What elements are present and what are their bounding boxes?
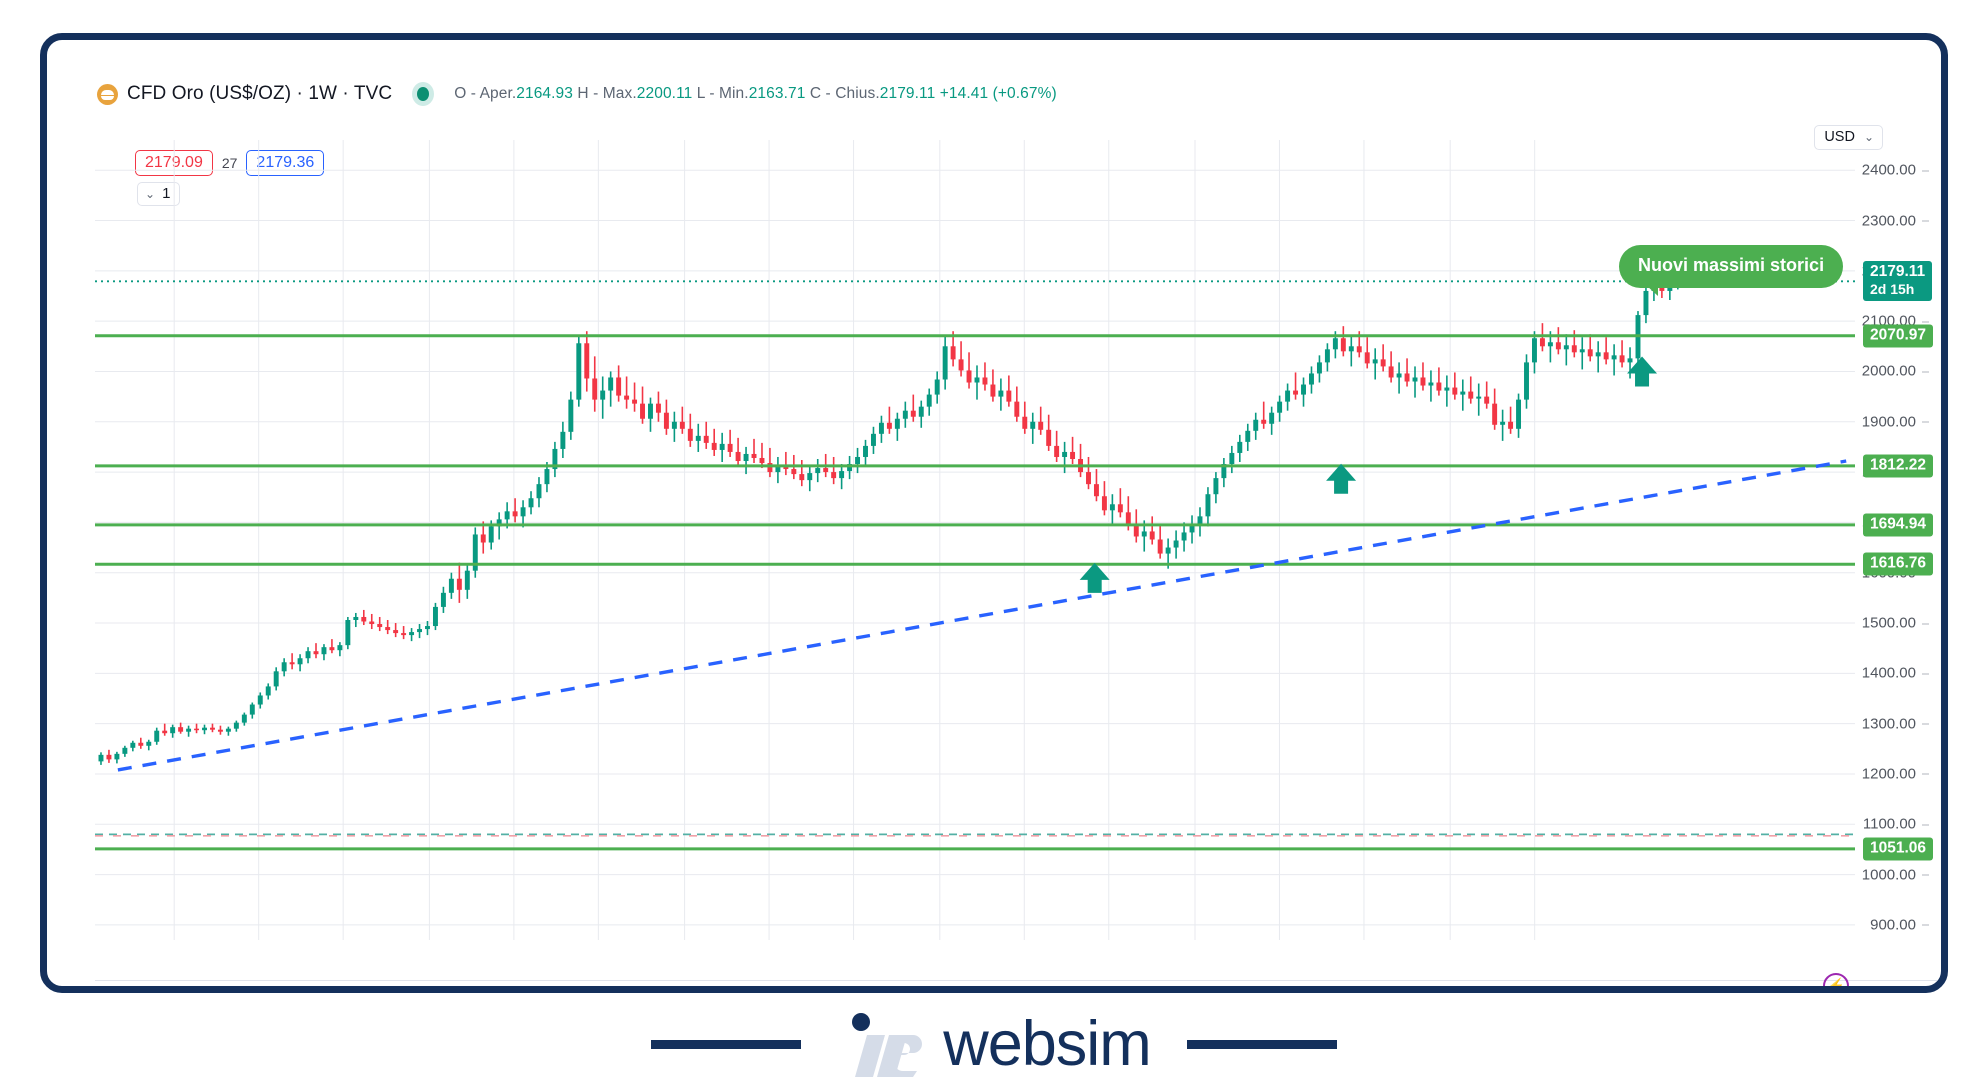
time-tick: 2024 — [1434, 992, 1467, 993]
tick-dash — [1922, 371, 1929, 373]
price-tick: 1100.00 — [1863, 816, 1929, 833]
price-tick: 2300.00 — [1862, 212, 1929, 229]
price-tag-label: 2070.97 — [1870, 326, 1927, 344]
gold-coin-icon — [97, 83, 118, 105]
collapsed-studies-count: 1 — [162, 185, 171, 202]
websim-branding: websim — [0, 1000, 1988, 1089]
time-tick: 2021 — [668, 992, 701, 993]
price-tag-label: 1616.76 — [1870, 554, 1927, 572]
chevron-down-icon: ⌄ — [1863, 130, 1874, 144]
time-tick: Mag — [1010, 992, 1039, 993]
tick-dash — [1922, 723, 1929, 725]
axis-separator — [95, 980, 1941, 981]
collapsed-studies-toggle[interactable]: ⌄ 1 — [137, 182, 181, 206]
tick-dash — [1922, 773, 1929, 775]
price-tick: 2400.00 — [1862, 162, 1929, 179]
open-value: 2164.93 — [516, 85, 573, 102]
candlestick-chart — [95, 140, 1855, 940]
quote-badges: 2179.09 27 2179.36 — [135, 150, 325, 176]
brand-rule-right — [1186, 1040, 1337, 1049]
price-tick: 1200.00 — [1862, 765, 1929, 782]
time-tick: 2023 — [1178, 992, 1211, 993]
websim-wordmark: websim — [943, 1009, 1152, 1079]
low-label: L - Min. — [696, 85, 749, 102]
price-tag-label: 2179.11 — [1870, 263, 1926, 281]
time-tick: Mag — [1265, 992, 1294, 993]
time-tick: 2019 — [158, 992, 191, 993]
price-tick: 1900.00 — [1862, 413, 1929, 430]
price-tag-2070.97[interactable]: 2070.97 — [1863, 324, 1934, 348]
time-axis[interactable]: 2019 Mag Set 2020 Mag Set 2021 Mag Set 2022 Mag Set… — [95, 992, 1855, 993]
time-tick: 2020 — [413, 992, 446, 993]
price-axis[interactable]: 2400.002300.002200.002100.002000.001900.… — [1857, 140, 1941, 960]
price-tag-1694.94[interactable]: 1694.94 — [1863, 513, 1934, 537]
price-tag-label: 1051.06 — [1870, 839, 1927, 857]
open-label: O - Aper. — [454, 85, 517, 102]
chart-card-frame: CFD Oro (US$/OZ) · 1W · TVC O - Aper.216… — [40, 33, 1948, 993]
chart-legend: CFD Oro (US$/OZ) · 1W · TVC O - Aper.216… — [97, 83, 1057, 105]
market-open-dot-icon — [417, 87, 430, 101]
time-tick: Mag — [499, 992, 528, 993]
websim-mark-icon — [852, 1012, 923, 1077]
ask-badge[interactable]: 2179.36 — [246, 150, 325, 176]
price-tick: 1500.00 — [1862, 615, 1929, 632]
time-tick: Set — [1097, 992, 1120, 993]
time-tick: Set — [587, 992, 610, 993]
price-tag-1051.06[interactable]: 1051.06 — [1863, 837, 1934, 861]
tradingview-logo — [143, 984, 183, 986]
price-tag-countdown: 2d 15h — [1870, 281, 1915, 298]
websim-logo: websim — [837, 1009, 1152, 1081]
annotation-label-new-highs[interactable]: Nuovi massimi storici — [1619, 245, 1844, 296]
time-tick: Ago — [1351, 992, 1378, 993]
tick-dash — [1922, 824, 1929, 826]
lightning-bolt-icon[interactable]: ⚡ — [1823, 973, 1849, 986]
price-tag-1812.22[interactable]: 1812.22 — [1863, 454, 1934, 478]
tick-dash — [1922, 421, 1929, 423]
chevron-down-icon: ⌄ — [145, 186, 156, 201]
time-tick: Mag — [1520, 992, 1549, 993]
close-value: 2179.11 — [879, 85, 936, 102]
symbol-title[interactable]: CFD Oro (US$/OZ) · 1W · TVC — [127, 83, 393, 104]
chart-plot-area[interactable] — [95, 140, 1855, 940]
tick-dash — [1922, 220, 1929, 222]
low-value: 2163.71 — [748, 85, 806, 102]
price-tick: 1000.00 — [1862, 866, 1929, 883]
tick-dash — [1922, 924, 1929, 926]
time-tick: Set — [842, 992, 865, 993]
brand-rule-left — [651, 1040, 802, 1049]
close-label: C - Chius. — [809, 85, 880, 102]
high-label: H - Max. — [577, 85, 637, 102]
price-tag-1616.76[interactable]: 1616.76 — [1863, 552, 1934, 576]
price-tag-label: 1694.94 — [1870, 515, 1927, 533]
price-tick: 900.00 — [1870, 916, 1929, 933]
tick-dash — [1922, 874, 1929, 876]
price-tag-2179.11[interactable]: 2179.11 2d 15h — [1863, 261, 1933, 302]
time-tick: 2022 — [923, 992, 956, 993]
price-tag-label: 1812.22 — [1870, 456, 1927, 474]
ohlc-values: O - Aper.2164.93 H - Max.2200.11 L - Min… — [454, 85, 1057, 103]
high-value: 2200.11 — [636, 85, 693, 102]
time-tick: Mag — [244, 992, 273, 993]
change-value: +14.41 — [939, 85, 989, 102]
time-tick: Mag — [754, 992, 783, 993]
price-tick: 1300.00 — [1862, 715, 1929, 732]
price-tick: 2000.00 — [1862, 363, 1929, 380]
tick-dash — [1922, 673, 1929, 675]
tick-dash — [1922, 321, 1929, 323]
spread-value: 27 — [221, 155, 238, 171]
currency-value: USD — [1824, 129, 1855, 145]
currency-selector[interactable]: USD ⌄ — [1814, 125, 1883, 150]
tick-dash — [1922, 170, 1929, 172]
price-tick: 1400.00 — [1862, 665, 1929, 682]
time-tick: Set — [332, 992, 355, 993]
tick-dash — [1922, 623, 1929, 625]
change-percent: (+0.67%) — [992, 85, 1057, 102]
